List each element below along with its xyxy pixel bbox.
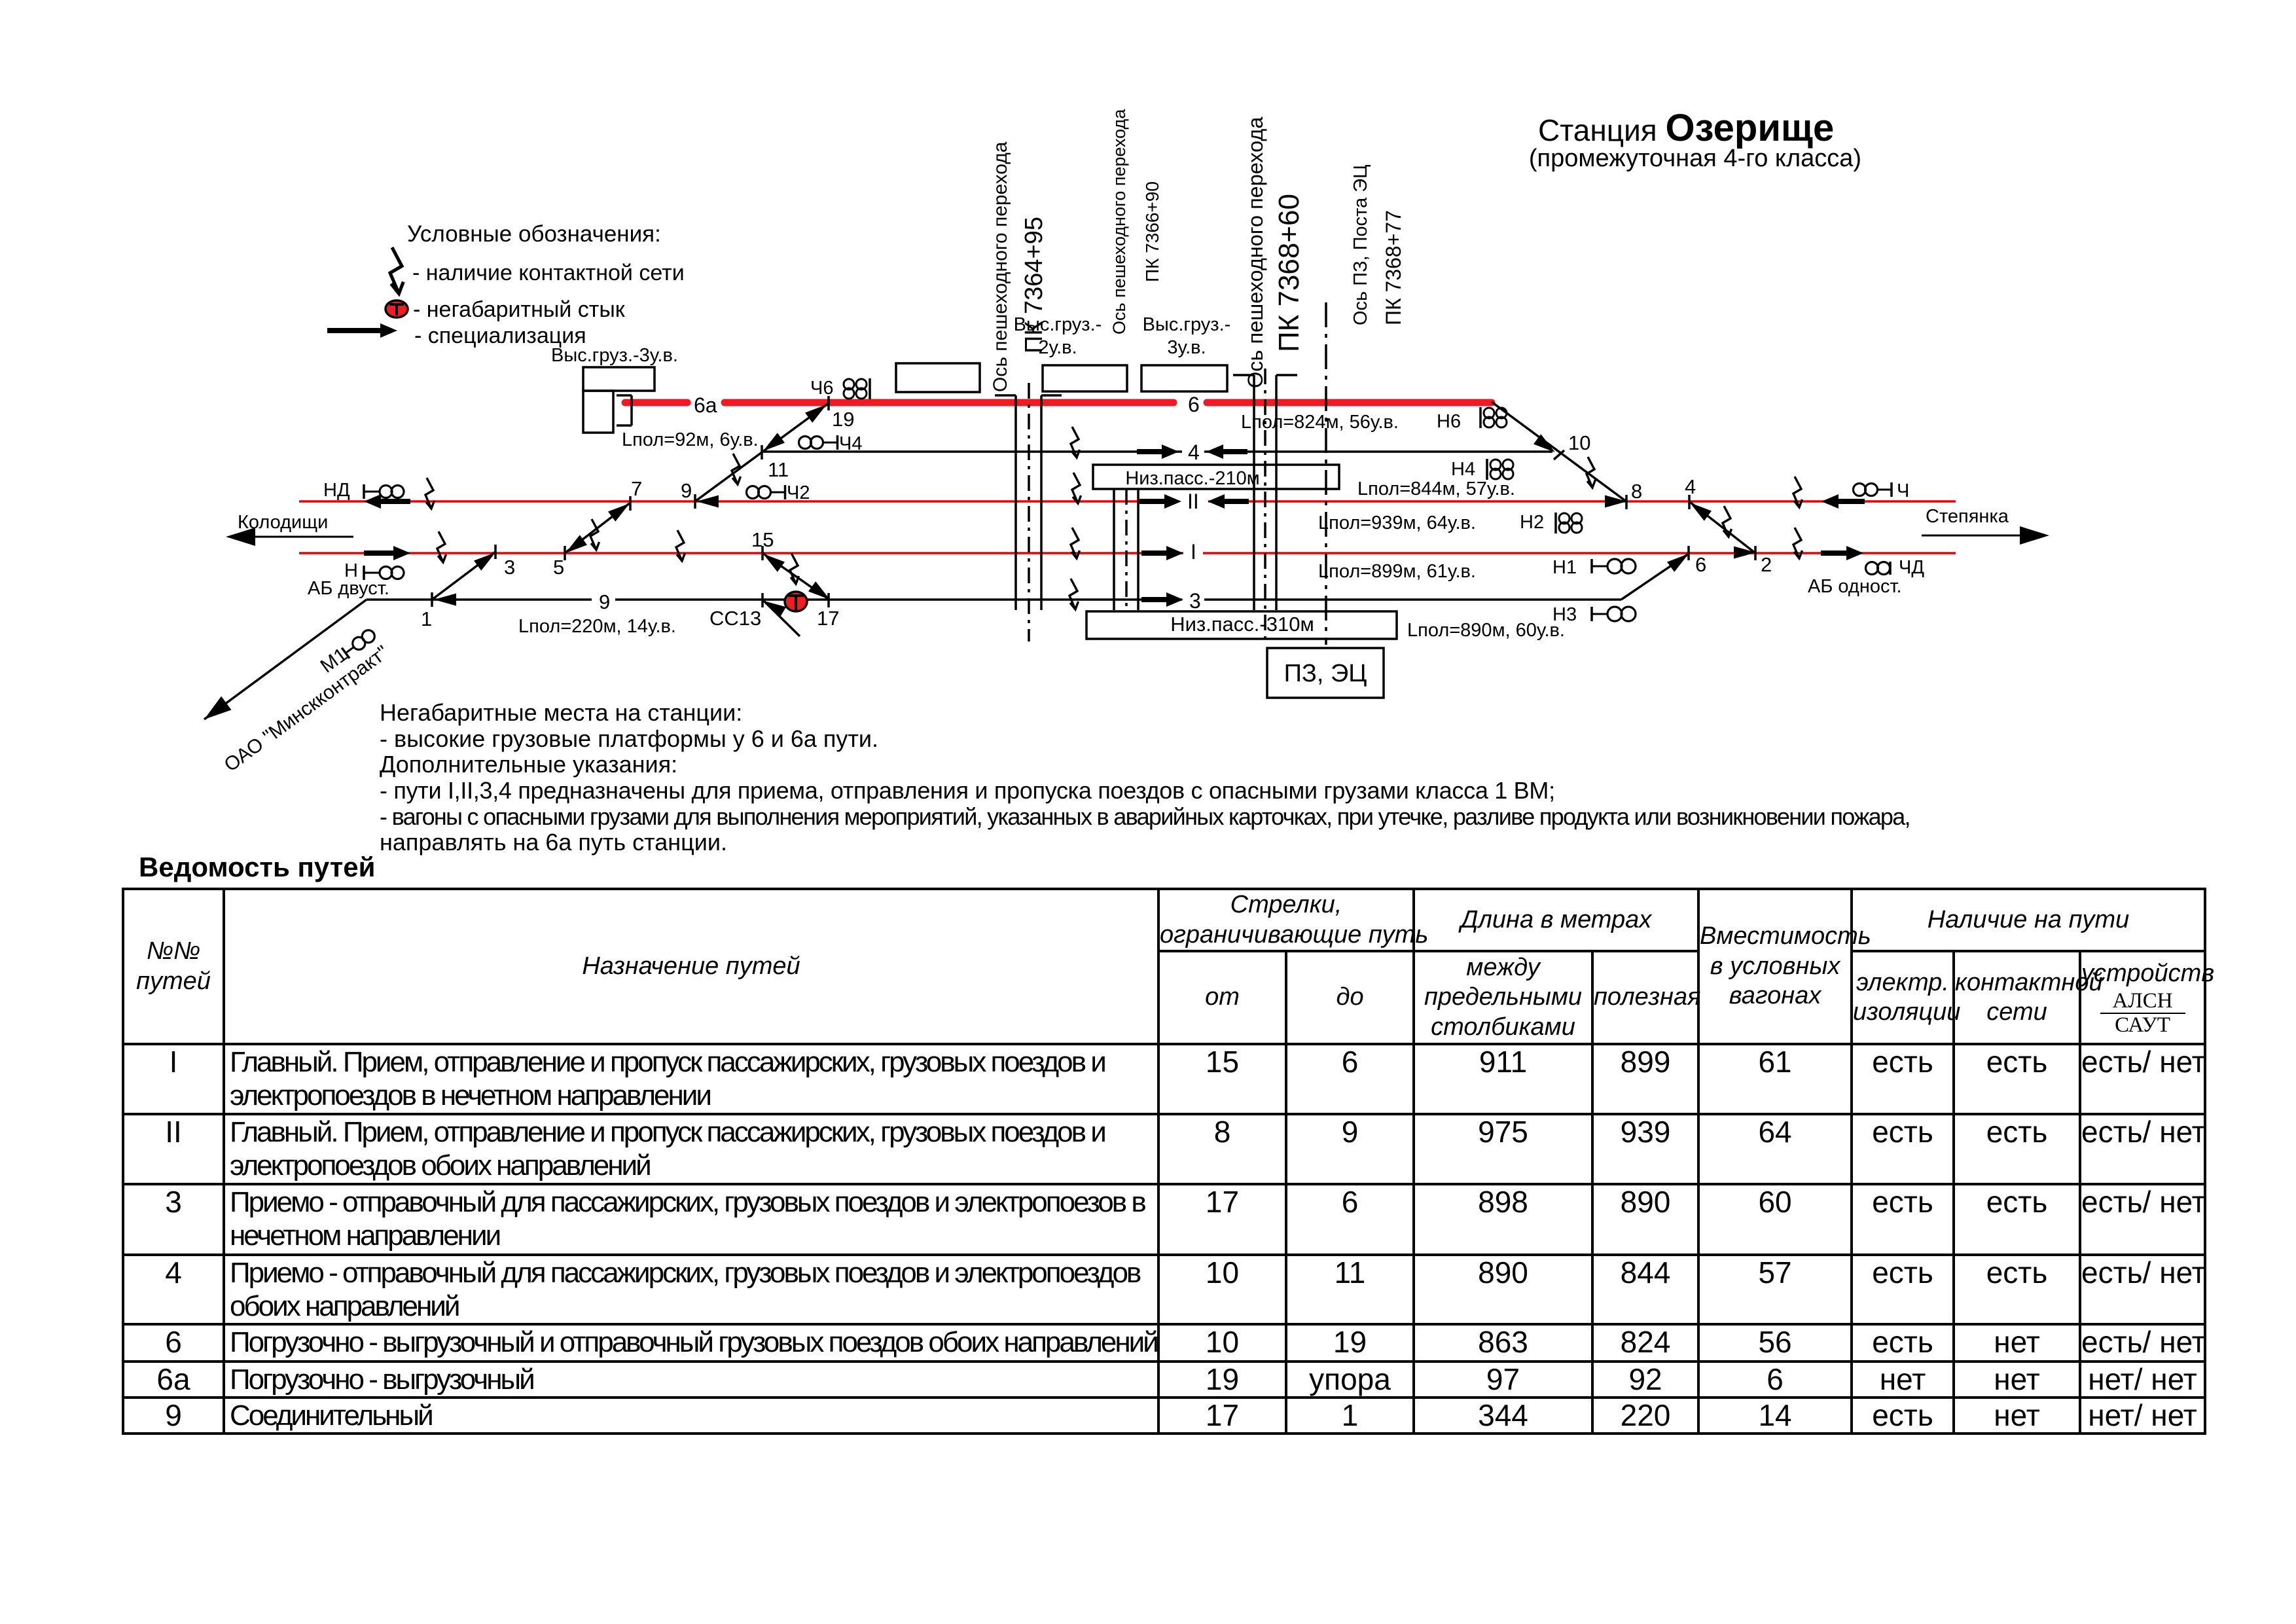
- svg-text:- негабаритный стык: - негабаритный стык: [413, 297, 626, 322]
- svg-text:Низ.пасс.-210м: Низ.пасс.-210м: [1125, 468, 1259, 489]
- svg-text:8: 8: [1631, 480, 1642, 503]
- svg-text:Lпол=220м, 14у.в.: Lпол=220м, 14у.в.: [518, 616, 676, 637]
- svg-text:9: 9: [681, 479, 692, 502]
- svg-text:Ч2: Ч2: [787, 482, 810, 503]
- svg-text:6: 6: [1695, 553, 1706, 576]
- svg-text:ПК 7368+77: ПК 7368+77: [1382, 210, 1405, 325]
- svg-text:ПК 7368+60: ПК 7368+60: [1273, 194, 1305, 352]
- svg-text:ПК 7364+95: ПК 7364+95: [1020, 217, 1048, 353]
- svg-text:(промежуточная 4-го класса): (промежуточная 4-го класса): [1529, 145, 1861, 172]
- svg-text:Ч: Ч: [1897, 480, 1909, 501]
- svg-text:9: 9: [599, 590, 610, 613]
- svg-text:ПК 7366+90: ПК 7366+90: [1142, 181, 1162, 282]
- svg-text:10: 10: [1568, 431, 1590, 454]
- svg-text:Ч4: Ч4: [839, 433, 862, 454]
- svg-text:Н6: Н6: [1437, 411, 1461, 432]
- svg-text:Н1: Н1: [1552, 557, 1577, 578]
- svg-text:Ось ПЗ, Поста ЭЦ: Ось ПЗ, Поста ЭЦ: [1350, 164, 1371, 325]
- svg-text:Н: Н: [344, 560, 358, 581]
- svg-text:7: 7: [631, 477, 642, 500]
- svg-text:ОАО "Минскконтракт": ОАО "Минскконтракт": [221, 641, 393, 776]
- svg-text:II: II: [1187, 490, 1199, 513]
- svg-text:Н4: Н4: [1451, 459, 1475, 480]
- svg-text:6а: 6а: [694, 393, 717, 417]
- svg-text:Выс.груз.-: Выс.груз.-: [1014, 314, 1102, 335]
- svg-text:АБ двуст.: АБ двуст.: [308, 578, 389, 599]
- svg-text:ПЗ, ЭЦ: ПЗ, ЭЦ: [1284, 660, 1367, 687]
- svg-text:4: 4: [1685, 475, 1696, 498]
- svg-text:2у.в.: 2у.в.: [1038, 337, 1077, 358]
- svg-text:Н3: Н3: [1552, 604, 1577, 625]
- svg-text:1: 1: [421, 607, 432, 630]
- svg-text:3: 3: [1189, 589, 1201, 613]
- svg-text:Lпол=844м, 57у.в.: Lпол=844м, 57у.в.: [1357, 478, 1515, 499]
- svg-text:3у.в.: 3у.в.: [1167, 337, 1206, 358]
- svg-text:Lпол=890м, 60у.в.: Lпол=890м, 60у.в.: [1407, 620, 1565, 641]
- svg-text:4: 4: [1188, 441, 1200, 464]
- svg-text:Выс.груз.-3у.в.: Выс.груз.-3у.в.: [551, 345, 678, 366]
- svg-text:Ось пешеходного перехода: Ось пешеходного перехода: [1109, 109, 1129, 334]
- svg-text:Ось пешеходного перехода: Ось пешеходного перехода: [1244, 117, 1267, 388]
- svg-text:Lпол=92м, 6у.в.: Lпол=92м, 6у.в.: [622, 429, 759, 450]
- svg-text:11: 11: [768, 458, 789, 481]
- svg-text:6: 6: [1188, 393, 1200, 416]
- svg-text:Условные обозначения:: Условные обозначения:: [407, 221, 661, 247]
- svg-text:Степянка: Степянка: [1926, 506, 2009, 527]
- svg-text:СС13: СС13: [709, 607, 761, 630]
- svg-text:3: 3: [504, 556, 515, 579]
- svg-text:Выс.груз.-: Выс.груз.-: [1143, 314, 1231, 335]
- svg-text:- наличие контактной сети: - наличие контактной сети: [412, 261, 685, 285]
- svg-text:Lпол=939м, 64у.в.: Lпол=939м, 64у.в.: [1318, 513, 1476, 533]
- svg-text:Станция Озерище: Станция Озерище: [1538, 107, 1834, 149]
- svg-text:АБ одност.: АБ одност.: [1808, 576, 1902, 597]
- svg-text:ЧД: ЧД: [1899, 557, 1924, 578]
- svg-text:15: 15: [751, 528, 774, 551]
- svg-text:2: 2: [1761, 553, 1772, 576]
- svg-text:Низ.пасс.-310м: Низ.пасс.-310м: [1170, 613, 1314, 636]
- svg-text:Ось пешеходного перехода: Ось пешеходного перехода: [990, 141, 1011, 392]
- svg-text:Lпол=899м, 61у.в.: Lпол=899м, 61у.в.: [1318, 561, 1476, 582]
- svg-text:Ч6: Ч6: [810, 378, 833, 399]
- svg-text:17: 17: [817, 607, 839, 630]
- svg-text:I: I: [1191, 540, 1196, 564]
- svg-text:НД: НД: [323, 480, 350, 501]
- svg-text:Lпол=824м, 56у.в.: Lпол=824м, 56у.в.: [1241, 412, 1399, 433]
- svg-text:5: 5: [553, 556, 564, 579]
- svg-text:Н2: Н2: [1520, 512, 1544, 533]
- svg-text:19: 19: [832, 408, 854, 431]
- svg-text:- специализация: - специализация: [414, 323, 586, 348]
